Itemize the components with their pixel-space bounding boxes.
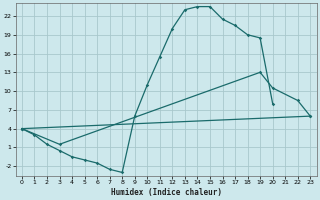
X-axis label: Humidex (Indice chaleur): Humidex (Indice chaleur)	[111, 188, 221, 197]
